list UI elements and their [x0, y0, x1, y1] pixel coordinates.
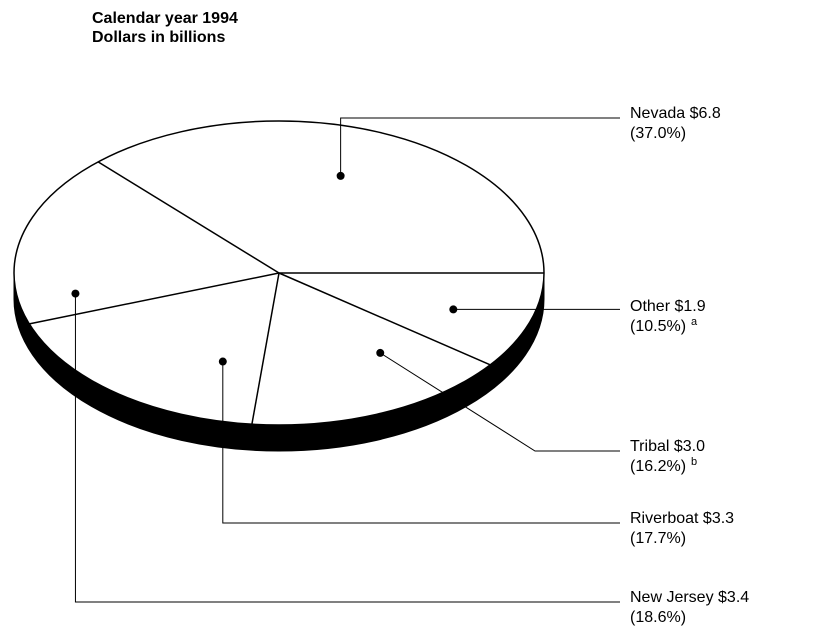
slice-marker-riverboat	[218, 357, 227, 366]
slice-divider-4	[97, 161, 280, 274]
chart-header: Calendar year 1994 Dollars in billions	[92, 9, 238, 47]
slice-divider-3	[29, 272, 280, 325]
slice-dividers	[29, 161, 544, 425]
slice-divider-2	[251, 272, 280, 425]
slice-markers	[71, 171, 458, 366]
leader-line-riverboat	[222, 361, 620, 524]
slice-label-riverboat: Riverboat $3.3	[630, 510, 734, 527]
slice-percent-other: (10.5%)	[630, 318, 686, 335]
chart-title: Calendar year 1994	[92, 10, 238, 27]
slice-note-other: a	[691, 316, 698, 328]
leader-line-tribal	[379, 352, 620, 452]
slice-percent-nevada: (37.0%)	[630, 125, 686, 142]
leader-lines	[74, 117, 620, 603]
slice-label-nevada: Nevada $6.8	[630, 105, 721, 122]
slice-percent-new-jersey: (18.6%)	[630, 609, 686, 626]
slice-note-tribal: b	[691, 456, 697, 468]
slice-label-other: Other $1.9	[630, 298, 706, 315]
slice-marker-nevada	[336, 171, 345, 180]
slice-marker-other	[449, 305, 458, 314]
slice-marker-new-jersey	[71, 289, 80, 298]
slice-label-tribal: Tribal $3.0	[630, 438, 705, 455]
slice-label-new-jersey: New Jersey $3.4	[630, 589, 749, 606]
slice-marker-tribal	[376, 348, 385, 357]
slice-percent-tribal: (16.2%)	[630, 458, 686, 475]
leader-line-nevada	[340, 117, 620, 176]
slice-labels: Nevada $6.8 (37.0%) Other $1.9 (10.5%) a Trib…	[630, 105, 749, 626]
leader-line-new-jersey	[74, 293, 620, 603]
slice-percent-riverboat: (17.7%)	[630, 530, 686, 547]
slice-divider-1	[278, 272, 491, 366]
chart-subtitle: Dollars in billions	[92, 29, 226, 46]
